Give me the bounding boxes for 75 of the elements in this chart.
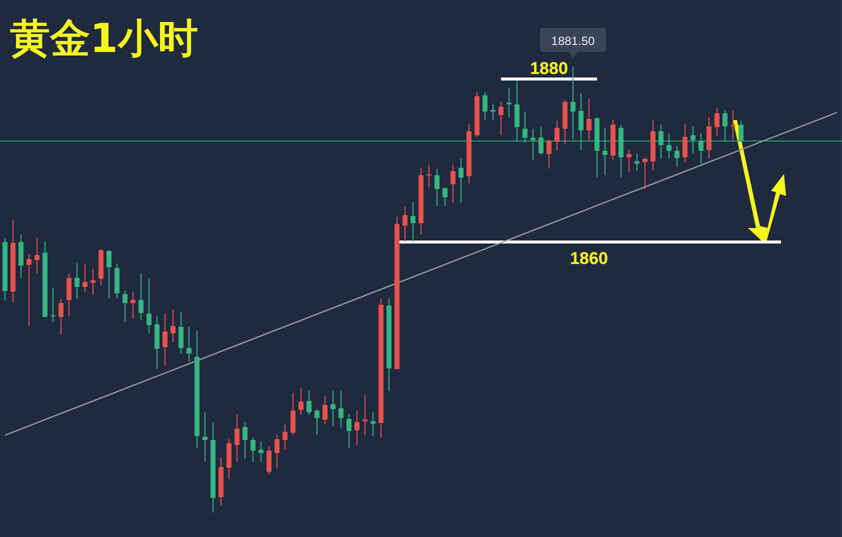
candlestick bbox=[290, 392, 296, 436]
candlestick bbox=[82, 264, 88, 292]
candlestick bbox=[666, 133, 672, 160]
candlestick bbox=[258, 441, 264, 463]
candlestick bbox=[482, 92, 488, 120]
candlestick bbox=[346, 413, 352, 449]
candlestick bbox=[90, 268, 96, 296]
candlestick bbox=[730, 110, 736, 141]
candlestick bbox=[274, 434, 280, 470]
candlestick bbox=[442, 186, 448, 207]
candlestick bbox=[546, 138, 552, 170]
candlestick bbox=[634, 152, 640, 172]
candlestick bbox=[74, 262, 80, 300]
candlestick bbox=[122, 290, 128, 322]
annotation: 1881.50 bbox=[551, 34, 596, 48]
candlestick bbox=[362, 394, 368, 436]
candlestick bbox=[298, 387, 304, 416]
candlestick bbox=[690, 126, 696, 154]
candlestick bbox=[586, 98, 592, 141]
candlestick bbox=[242, 422, 248, 460]
candlestick bbox=[658, 124, 664, 160]
candlestick bbox=[570, 66, 576, 140]
candlestick bbox=[354, 410, 360, 446]
candlestick bbox=[250, 437, 256, 463]
chart-title: 黄金1小时 bbox=[10, 16, 198, 62]
candlestick bbox=[322, 396, 328, 426]
candlestick bbox=[426, 164, 432, 188]
candlestick bbox=[146, 278, 152, 334]
ref-line-label: 1880 bbox=[530, 59, 568, 78]
candlestick bbox=[706, 116, 712, 160]
candlestick bbox=[402, 206, 408, 243]
candlestick bbox=[26, 254, 32, 326]
candlestick bbox=[738, 120, 744, 142]
candlestick bbox=[490, 104, 496, 120]
candlestick bbox=[178, 312, 184, 354]
candlestick bbox=[698, 132, 704, 164]
candlestick bbox=[338, 390, 344, 428]
candlestick bbox=[410, 202, 416, 243]
candlestick bbox=[162, 313, 168, 366]
candlestick bbox=[266, 446, 272, 475]
candlestick bbox=[202, 412, 208, 462]
candlestick bbox=[234, 414, 240, 463]
candlestick bbox=[602, 127, 608, 176]
candlestick bbox=[50, 287, 56, 322]
candlestick bbox=[714, 107, 720, 137]
candlestick bbox=[506, 88, 512, 118]
candlestick bbox=[578, 92, 584, 150]
candlestick bbox=[538, 126, 544, 156]
candlestick bbox=[722, 110, 728, 142]
candlestick bbox=[58, 298, 64, 336]
candlestick bbox=[626, 149, 632, 172]
candlestick bbox=[434, 168, 440, 207]
candlestick bbox=[18, 234, 24, 278]
candlestick bbox=[130, 291, 136, 320]
candlestick bbox=[450, 164, 456, 204]
ref-line-label: 1860 bbox=[570, 249, 608, 268]
candlestick bbox=[514, 80, 520, 142]
candlestick bbox=[306, 390, 312, 416]
candlestick bbox=[530, 128, 536, 160]
candlestick bbox=[170, 309, 176, 343]
candlestick bbox=[282, 423, 288, 450]
candlestick bbox=[138, 273, 144, 321]
candlestick bbox=[674, 145, 680, 167]
candlestick bbox=[34, 237, 40, 274]
candlestick bbox=[522, 111, 528, 144]
candlestick bbox=[66, 273, 72, 317]
candlestick bbox=[330, 390, 336, 427]
candlestick bbox=[314, 408, 320, 436]
candlestick bbox=[186, 326, 192, 362]
candlestick bbox=[642, 156, 648, 190]
candlestick bbox=[498, 101, 504, 136]
candlestick bbox=[682, 123, 688, 163]
candlestick bbox=[554, 120, 560, 152]
candlestick bbox=[106, 250, 112, 299]
candlestick bbox=[458, 158, 464, 204]
